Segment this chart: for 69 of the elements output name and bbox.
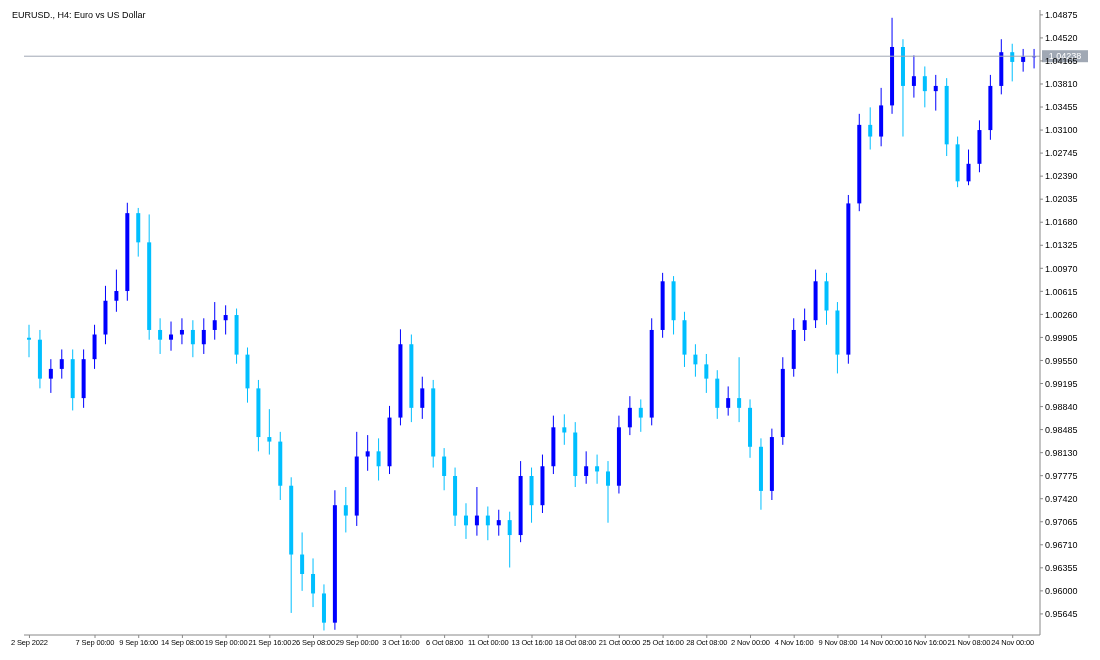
y-tick-label: 1.01325: [1045, 240, 1078, 251]
y-tick-label: 0.99195: [1045, 378, 1078, 389]
candlestick: [584, 450, 589, 485]
candlestick: [966, 149, 971, 186]
candlestick: [267, 408, 272, 456]
candlestick: [212, 301, 217, 341]
y-tick-label: 0.95645: [1045, 609, 1078, 620]
y-tick-label: 0.98485: [1045, 424, 1078, 435]
candlestick: [179, 317, 184, 345]
y-tick-label: 0.97775: [1045, 470, 1078, 481]
candlestick: [27, 324, 31, 358]
y-tick-label: 1.03810: [1045, 79, 1078, 90]
chart-title: EURUSD., H4: Euro vs US Dollar: [12, 10, 146, 20]
candlestick: [933, 74, 938, 112]
candlestick: [562, 413, 567, 446]
candlestick: [311, 557, 316, 608]
candlestick: [158, 317, 163, 355]
candlestick: [376, 437, 381, 482]
y-tick-label: 1.02035: [1045, 194, 1078, 205]
y-tick-label: 0.98840: [1045, 401, 1078, 412]
y-tick-label: 1.02390: [1045, 171, 1078, 182]
candlestick: [114, 269, 119, 313]
candlestick: [420, 376, 425, 420]
y-tick-label: 1.00615: [1045, 286, 1078, 297]
candlestick: [496, 509, 501, 537]
candlestick: [48, 358, 53, 394]
candlestick: [343, 486, 348, 533]
candlestick: [59, 348, 64, 380]
candlestick: [201, 317, 206, 355]
y-tick-label: 0.96000: [1045, 586, 1078, 597]
y-tick-label: 0.98130: [1045, 447, 1078, 458]
y-tick-label: 1.04520: [1045, 33, 1078, 44]
candlestick: [693, 343, 698, 378]
y-tick-label: 1.03455: [1045, 102, 1078, 113]
candlestick: [442, 447, 447, 491]
candlestick: [595, 454, 600, 485]
candlestick: [1010, 43, 1015, 82]
candlestick: [802, 308, 807, 342]
candlestick: [922, 65, 927, 108]
candlestick: [485, 506, 490, 541]
candlestick: [868, 106, 873, 151]
candlestick: [606, 460, 611, 524]
y-tick-label: 0.99550: [1045, 355, 1078, 366]
y-tick-label: 1.00970: [1045, 263, 1078, 274]
candlestick: [223, 304, 228, 336]
y-tick-label: 0.97065: [1045, 516, 1078, 527]
y-tick-label: 0.96355: [1045, 563, 1078, 574]
candlestick: [638, 398, 643, 433]
y-tick-label: 1.03100: [1045, 125, 1078, 136]
y-tick-label: 0.97420: [1045, 493, 1078, 504]
candlestick: [463, 502, 468, 540]
candlestick: [474, 486, 479, 537]
candlestick: [704, 353, 709, 394]
candlestick: [911, 54, 916, 99]
y-tick-label: 1.02745: [1045, 148, 1078, 159]
y-tick-label: 1.04875: [1045, 10, 1078, 21]
candlestick: [726, 385, 731, 417]
y-tick-label: 0.99905: [1045, 332, 1078, 343]
candlestick: [300, 531, 305, 592]
y-tick-label: 0.96710: [1045, 539, 1078, 550]
candlestick: [737, 356, 742, 423]
candlestick: [627, 395, 632, 436]
y-tick-label: 1.01680: [1045, 217, 1078, 228]
candlestick: [169, 321, 174, 352]
y-tick-label: 1.00260: [1045, 309, 1078, 320]
candlestick: [190, 319, 195, 358]
candlestick: [507, 511, 512, 568]
candlestick: [365, 434, 370, 472]
candlestick: [1021, 48, 1026, 73]
